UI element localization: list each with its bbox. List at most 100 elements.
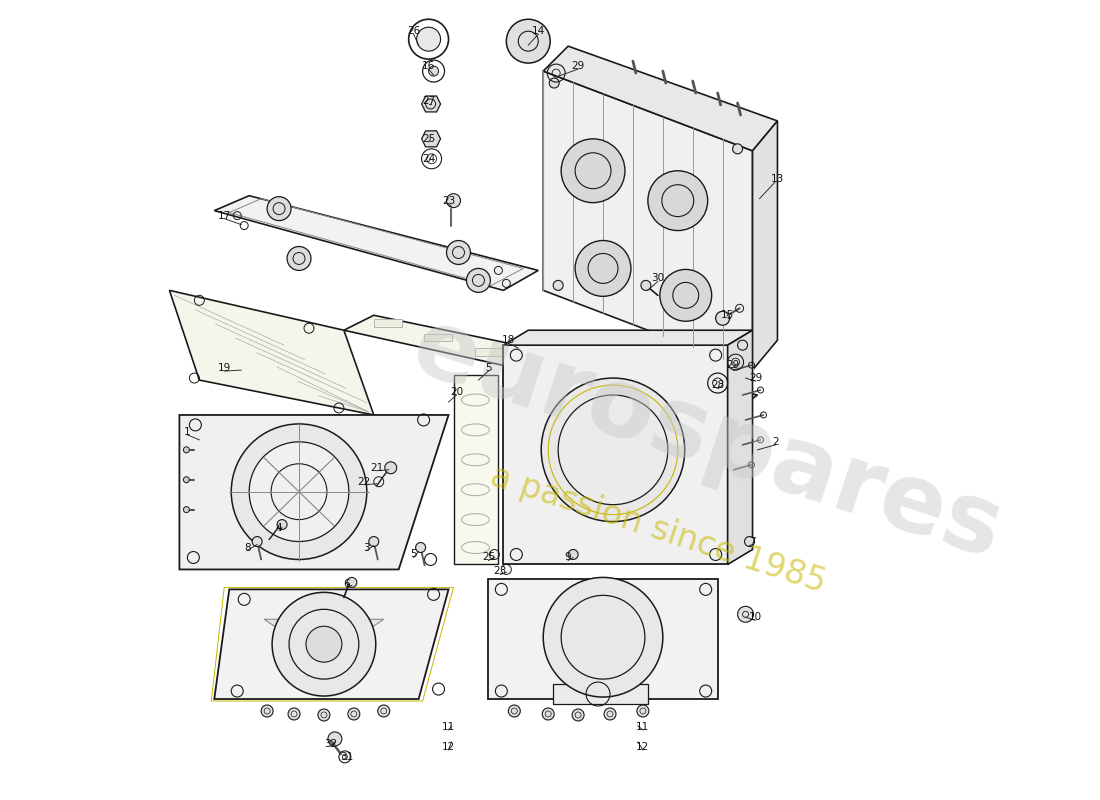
Polygon shape xyxy=(421,131,441,147)
Polygon shape xyxy=(264,619,384,659)
Polygon shape xyxy=(627,390,654,398)
Text: 5: 5 xyxy=(410,550,417,559)
Polygon shape xyxy=(421,96,441,112)
Text: 4: 4 xyxy=(276,522,283,533)
Circle shape xyxy=(733,144,742,154)
Polygon shape xyxy=(344,315,758,415)
Text: 12: 12 xyxy=(442,742,455,752)
Text: 23: 23 xyxy=(442,196,455,206)
Polygon shape xyxy=(488,579,717,699)
Circle shape xyxy=(287,246,311,270)
Circle shape xyxy=(553,280,563,290)
Text: 24: 24 xyxy=(422,154,436,164)
Circle shape xyxy=(231,424,366,559)
Text: 17: 17 xyxy=(218,210,231,221)
Circle shape xyxy=(447,194,461,208)
Text: 23: 23 xyxy=(494,566,507,577)
Circle shape xyxy=(184,506,189,513)
Polygon shape xyxy=(678,405,705,413)
Circle shape xyxy=(572,709,584,721)
Circle shape xyxy=(261,705,273,717)
Text: 28: 28 xyxy=(711,380,724,390)
Circle shape xyxy=(549,78,559,88)
Polygon shape xyxy=(179,415,449,570)
Text: 25: 25 xyxy=(482,553,495,562)
Polygon shape xyxy=(752,121,778,370)
Text: 5: 5 xyxy=(485,363,492,373)
Text: 19: 19 xyxy=(218,363,231,373)
Circle shape xyxy=(568,550,579,559)
Polygon shape xyxy=(453,375,498,565)
Polygon shape xyxy=(214,590,449,699)
Circle shape xyxy=(604,708,616,720)
Circle shape xyxy=(648,170,707,230)
Polygon shape xyxy=(374,319,401,327)
Circle shape xyxy=(542,708,554,720)
Circle shape xyxy=(447,241,471,265)
Circle shape xyxy=(368,537,378,546)
Text: 10: 10 xyxy=(749,612,762,622)
Circle shape xyxy=(417,27,441,51)
Text: 26: 26 xyxy=(407,26,420,36)
Text: 2: 2 xyxy=(772,437,779,447)
Circle shape xyxy=(267,197,292,221)
Text: 11: 11 xyxy=(636,722,649,732)
Text: 29: 29 xyxy=(749,373,762,383)
Text: 7: 7 xyxy=(749,537,756,546)
Text: 8: 8 xyxy=(244,542,251,553)
Text: 29: 29 xyxy=(572,61,585,71)
Text: 1: 1 xyxy=(184,427,190,437)
Text: 16: 16 xyxy=(422,61,436,71)
Text: 29: 29 xyxy=(726,360,739,370)
Circle shape xyxy=(561,139,625,202)
Text: 25: 25 xyxy=(422,134,436,144)
Text: 12: 12 xyxy=(636,742,649,752)
Circle shape xyxy=(466,269,491,292)
Polygon shape xyxy=(526,362,553,370)
Text: 18: 18 xyxy=(502,335,515,345)
Circle shape xyxy=(506,19,550,63)
Circle shape xyxy=(184,447,189,453)
Text: 9: 9 xyxy=(564,553,572,562)
Circle shape xyxy=(346,578,356,587)
Circle shape xyxy=(184,477,189,482)
Polygon shape xyxy=(727,330,752,565)
Circle shape xyxy=(328,732,342,746)
Text: 32: 32 xyxy=(324,739,338,749)
Circle shape xyxy=(558,395,668,505)
Text: 14: 14 xyxy=(531,26,544,36)
Polygon shape xyxy=(425,334,452,342)
Circle shape xyxy=(288,708,300,720)
Text: a passion since 1985: a passion since 1985 xyxy=(486,460,829,599)
Text: 20: 20 xyxy=(450,387,463,397)
Circle shape xyxy=(508,705,520,717)
Text: 13: 13 xyxy=(771,174,784,184)
Circle shape xyxy=(252,537,262,546)
Circle shape xyxy=(348,708,360,720)
Circle shape xyxy=(575,241,631,296)
Circle shape xyxy=(738,340,748,350)
Polygon shape xyxy=(214,196,538,290)
Polygon shape xyxy=(576,376,604,384)
Text: 22: 22 xyxy=(358,477,371,486)
Circle shape xyxy=(637,705,649,717)
Polygon shape xyxy=(504,345,727,565)
Text: 3: 3 xyxy=(363,542,370,553)
Text: 21: 21 xyxy=(370,462,384,473)
Text: 11: 11 xyxy=(442,722,455,732)
Circle shape xyxy=(541,378,685,522)
Circle shape xyxy=(318,709,330,721)
Text: eurospares: eurospares xyxy=(402,301,1014,579)
Text: 15: 15 xyxy=(720,310,734,320)
Circle shape xyxy=(385,462,397,474)
Circle shape xyxy=(277,520,287,530)
Text: 31: 31 xyxy=(340,752,353,762)
Circle shape xyxy=(429,66,439,76)
Polygon shape xyxy=(553,684,648,704)
Circle shape xyxy=(745,537,755,546)
Polygon shape xyxy=(543,46,778,151)
Circle shape xyxy=(738,606,754,622)
Text: 6: 6 xyxy=(343,579,350,590)
Circle shape xyxy=(272,592,376,696)
Polygon shape xyxy=(504,330,752,345)
